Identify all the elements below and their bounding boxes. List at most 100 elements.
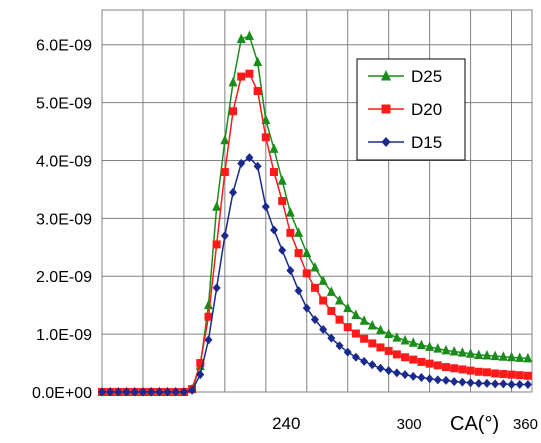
data-point bbox=[237, 158, 246, 168]
data-point bbox=[368, 360, 377, 370]
legend-item-d25: D25 bbox=[368, 67, 442, 86]
data-point bbox=[409, 355, 418, 364]
data-point bbox=[515, 352, 525, 362]
data-point bbox=[163, 387, 172, 397]
y-tick-label: 4.0E-09 bbox=[36, 153, 92, 170]
data-point bbox=[196, 370, 205, 380]
data-point bbox=[253, 56, 263, 67]
data-point bbox=[122, 387, 131, 397]
data-point bbox=[392, 368, 401, 378]
data-point bbox=[400, 334, 410, 345]
x-axis-label: CA(°) bbox=[450, 413, 499, 435]
data-point bbox=[285, 207, 295, 217]
data-point bbox=[450, 377, 459, 387]
legend-item-d20: D20 bbox=[368, 100, 442, 119]
data-point bbox=[196, 359, 205, 368]
data-point bbox=[294, 249, 303, 258]
data-point bbox=[335, 295, 345, 305]
data-point bbox=[270, 168, 278, 177]
data-point bbox=[498, 351, 508, 361]
data-point bbox=[482, 368, 491, 377]
data-point bbox=[130, 387, 139, 397]
data-point bbox=[381, 104, 391, 114]
legend-label: D25 bbox=[411, 67, 442, 86]
data-point bbox=[310, 262, 320, 272]
data-point bbox=[294, 286, 303, 296]
data-point bbox=[482, 378, 491, 388]
data-point bbox=[376, 343, 385, 352]
data-point bbox=[155, 387, 164, 397]
data-point bbox=[376, 363, 385, 373]
legend: D25 D20 D15 bbox=[356, 58, 466, 161]
data-point bbox=[335, 341, 344, 351]
legend-label: D15 bbox=[411, 133, 442, 152]
data-point bbox=[360, 334, 369, 343]
data-point bbox=[228, 76, 238, 87]
y-tick-label: 0.0E+00 bbox=[32, 385, 92, 402]
data-point bbox=[442, 363, 450, 372]
data-point bbox=[417, 373, 426, 383]
data-point bbox=[401, 353, 410, 362]
data-point bbox=[523, 352, 533, 363]
data-point bbox=[367, 319, 377, 330]
x-axis-ticks: 240 300 360 bbox=[272, 414, 538, 433]
data-point bbox=[212, 201, 222, 211]
data-point bbox=[106, 387, 115, 397]
data-point bbox=[507, 351, 517, 362]
data-point bbox=[449, 345, 459, 356]
data-point bbox=[327, 333, 336, 343]
data-point bbox=[474, 367, 483, 376]
data-point bbox=[261, 202, 270, 212]
data-point bbox=[236, 33, 246, 43]
data-point bbox=[381, 137, 391, 147]
data-point bbox=[351, 352, 360, 362]
data-point bbox=[237, 72, 246, 81]
data-point bbox=[466, 348, 476, 358]
y-tick-label: 2.0E-09 bbox=[36, 269, 92, 286]
data-point bbox=[318, 275, 328, 285]
y-axis-ticks: 0.0E+00 1.0E-09 2.0E-09 3.0E-09 4.0E-09 5.0E-… bbox=[32, 38, 92, 402]
data-point bbox=[138, 387, 147, 397]
data-point bbox=[523, 379, 532, 389]
data-point bbox=[310, 283, 319, 292]
data-point bbox=[343, 347, 352, 357]
data-point bbox=[212, 283, 221, 293]
data-point bbox=[433, 361, 442, 370]
data-point bbox=[229, 107, 238, 116]
data-point bbox=[245, 69, 254, 78]
data-point bbox=[416, 339, 426, 350]
data-point bbox=[474, 349, 484, 359]
data-point bbox=[381, 70, 391, 81]
data-point bbox=[450, 364, 459, 373]
data-point bbox=[523, 371, 532, 380]
data-point bbox=[277, 175, 287, 185]
series-d15 bbox=[98, 153, 532, 397]
y-tick-label: 5.0E-09 bbox=[36, 96, 92, 113]
data-point bbox=[491, 379, 500, 389]
plot-border bbox=[101, 9, 533, 393]
data-point bbox=[490, 350, 500, 361]
data-point bbox=[499, 370, 508, 379]
data-point bbox=[253, 161, 262, 171]
data-point bbox=[261, 133, 270, 142]
data-point bbox=[188, 385, 197, 395]
data-point bbox=[474, 378, 483, 388]
data-point bbox=[392, 350, 401, 359]
data-point bbox=[458, 365, 467, 374]
data-point bbox=[245, 153, 254, 163]
data-point bbox=[294, 227, 304, 237]
data-point bbox=[343, 323, 352, 332]
data-point bbox=[286, 228, 295, 237]
data-point bbox=[278, 245, 287, 255]
data-point bbox=[220, 134, 230, 145]
data-point bbox=[204, 312, 213, 321]
data-point bbox=[384, 366, 393, 376]
data-point bbox=[302, 269, 311, 278]
data-point bbox=[408, 337, 418, 347]
data-point bbox=[482, 350, 492, 360]
data-point bbox=[433, 375, 442, 385]
data-point bbox=[409, 371, 418, 381]
data-point bbox=[360, 356, 369, 366]
legend-item-d15: D15 bbox=[368, 133, 442, 152]
